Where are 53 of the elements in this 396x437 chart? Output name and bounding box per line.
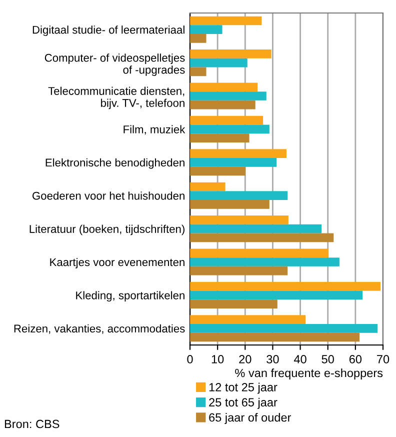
bar bbox=[190, 200, 270, 209]
text: Bron: CBS bbox=[4, 420, 60, 428]
bar bbox=[190, 50, 272, 58]
bar bbox=[190, 67, 206, 76]
bar bbox=[190, 124, 270, 134]
x-tick-label: 50 bbox=[322, 355, 334, 364]
x-tick-label: 20 bbox=[239, 355, 252, 364]
bar bbox=[190, 191, 288, 200]
bar bbox=[190, 34, 206, 43]
x-tick-label: 30 bbox=[266, 355, 279, 364]
bar bbox=[190, 224, 322, 234]
bar bbox=[190, 290, 363, 300]
bar bbox=[190, 149, 286, 158]
y-tick-label: Goederen voor het huishouden bbox=[32, 192, 184, 200]
bar bbox=[190, 332, 360, 342]
bar bbox=[190, 300, 278, 308]
legend-label: 65 jaar of ouder bbox=[209, 412, 292, 424]
bar bbox=[190, 233, 334, 242]
bar bbox=[190, 182, 226, 192]
y-tick-label: Telecommunicatie diensten, bijv. TV-, telefoon bbox=[48, 86, 184, 110]
bar bbox=[190, 166, 246, 176]
y-tick-label: Elektronische benodigheden bbox=[46, 158, 184, 169]
bar bbox=[190, 216, 288, 224]
y-tick-label: Kaartjes voor evenementen bbox=[50, 258, 184, 268]
y-tick-label: Digitaal studie- of leermateriaal bbox=[32, 26, 184, 36]
y-tick-label: Computer- of videospelletjes of -upgrades bbox=[44, 54, 185, 76]
x-tick-label: 0 bbox=[187, 355, 193, 364]
bar bbox=[190, 248, 328, 258]
bar bbox=[190, 82, 258, 92]
x-tick-label: 10 bbox=[212, 355, 224, 364]
bar bbox=[190, 315, 306, 324]
legend-label: 25 tot 65 jaar bbox=[209, 398, 278, 409]
x-tick-label: 40 bbox=[294, 355, 306, 364]
bar bbox=[190, 116, 264, 125]
bar bbox=[190, 92, 266, 100]
y-tick-label: Reizen, vakanties, accommodaties bbox=[14, 324, 185, 334]
x-axis-title: % van frequente e-shoppers bbox=[235, 368, 383, 380]
x-tick-label: 70 bbox=[377, 355, 390, 364]
bar bbox=[190, 25, 222, 34]
x-tick-label: 60 bbox=[349, 355, 362, 364]
bar bbox=[190, 324, 378, 333]
y-tick-label: Kleding, sportartikelen bbox=[76, 291, 184, 302]
y-tick-label: Literatuur (boeken, tijdschriften) bbox=[30, 224, 184, 236]
bar bbox=[190, 266, 288, 276]
y-tick-label: Film, muziek bbox=[124, 125, 186, 135]
bar bbox=[190, 16, 262, 26]
bar bbox=[190, 258, 340, 266]
legend-label: 12 tot 25 jaar bbox=[209, 382, 278, 394]
bar bbox=[190, 158, 277, 167]
bar bbox=[190, 134, 250, 142]
bar bbox=[190, 100, 256, 110]
bar bbox=[190, 58, 248, 68]
bar bbox=[190, 282, 381, 291]
